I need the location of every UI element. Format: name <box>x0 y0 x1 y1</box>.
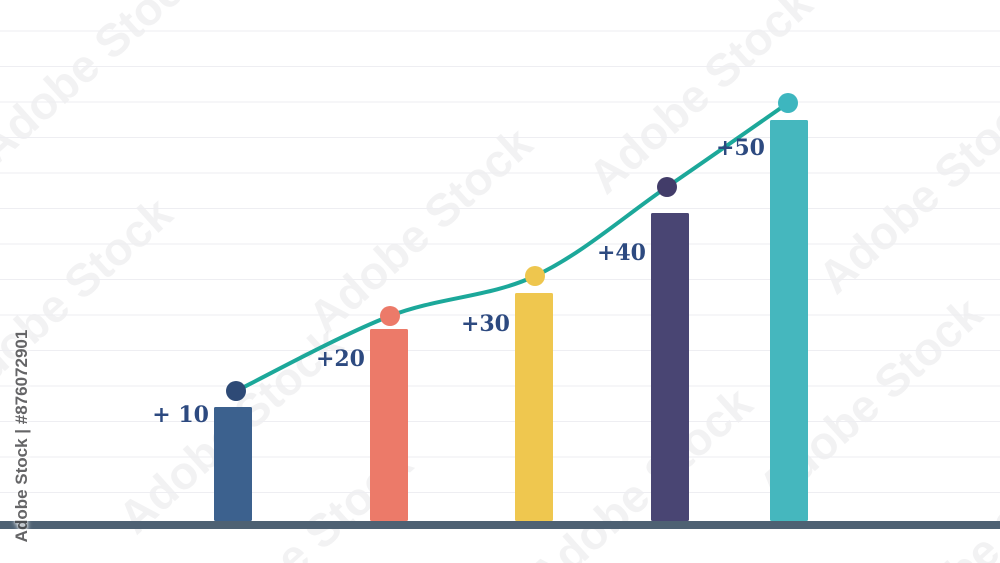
line-marker <box>226 381 246 401</box>
bar <box>770 120 808 521</box>
line-marker <box>778 93 798 113</box>
bar-value-label: +40 <box>597 240 646 266</box>
bar <box>214 407 252 521</box>
line-marker <box>380 306 400 326</box>
bar <box>370 329 408 521</box>
line-marker <box>525 266 545 286</box>
bar-value-label: + 10 <box>152 402 209 428</box>
bar-value-label: +50 <box>716 135 765 161</box>
bar <box>515 293 553 521</box>
bar-value-label: +30 <box>461 311 510 337</box>
line-marker <box>657 177 677 197</box>
bar-value-label: +20 <box>316 346 365 372</box>
x-axis-line <box>0 521 1000 529</box>
bar <box>651 213 689 521</box>
